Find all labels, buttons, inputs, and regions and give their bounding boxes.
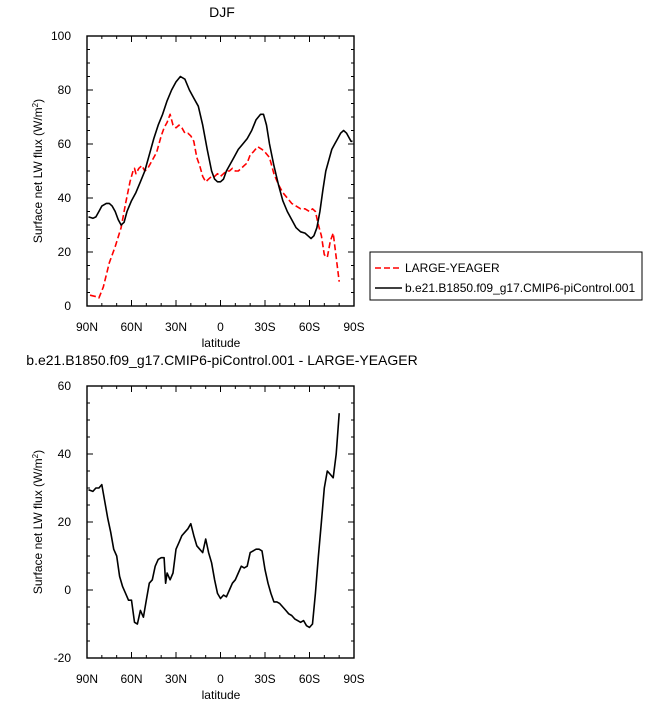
bottom-x-tick-label: 30N — [165, 672, 187, 686]
top-x-tick-label: 30S — [254, 320, 275, 334]
bottom-y-tick-label: 40 — [58, 447, 72, 461]
top-plot-frame — [86, 35, 355, 307]
bottom-y-axis-label: Surface net LW flux (W/m2) — [31, 450, 46, 594]
bottom-y-tick-label: -20 — [54, 651, 72, 665]
legend: LARGE-YEAGER b.e21.B1850.f09_g17.CMIP6-p… — [369, 251, 643, 301]
bottom-chart-title: b.e21.B1850.f09_g17.CMIP6-piControl.001 … — [26, 352, 417, 368]
bottom-series-group — [88, 413, 340, 629]
top-y-tick-label: 0 — [64, 299, 71, 313]
bottom-y-tick-label: 0 — [64, 583, 71, 597]
top-series-line-1 — [88, 75, 353, 240]
bottom-x-tick-label: 60N — [120, 672, 142, 686]
top-x-axis-label: latitude — [202, 336, 241, 350]
top-y-axis-label-main: Surface net LW flux (W/m — [31, 107, 45, 243]
legend-label-large-yeager: LARGE-YEAGER — [405, 261, 500, 275]
top-y-axis-label-close: ) — [31, 99, 45, 103]
top-x-tick-label: 60S — [299, 320, 320, 334]
top-chart-title: DJF — [209, 4, 235, 20]
top-axis-ticks: 90N 60N 30N 0 30S 60S 90S 0 20 40 60 80 100 — [51, 29, 365, 334]
legend-box — [369, 251, 643, 301]
bottom-x-tick-label: 30S — [254, 672, 275, 686]
top-series-line-0 — [89, 113, 340, 299]
bottom-x-axis-label: latitude — [202, 688, 241, 702]
bottom-y-tick-label: 60 — [58, 379, 72, 393]
top-x-tick-label: 30N — [165, 320, 187, 334]
bottom-y-axis-label-close: ) — [31, 450, 45, 454]
top-series-group — [88, 75, 353, 299]
bottom-axis-ticks: 90N 60N 30N 0 30S 60S 90S -20 0 20 40 60 — [54, 379, 365, 686]
top-y-tick-label: 20 — [58, 245, 72, 259]
bottom-chart-panel: b.e21.B1850.f09_g17.CMIP6-piControl.001 … — [26, 352, 417, 702]
top-chart-panel: DJF 90N 60N 30N 0 30S 60S 90S 0 20 40 60 80 100 lati… — [31, 4, 365, 350]
top-y-tick-label: 100 — [51, 29, 71, 43]
top-y-axis-label-sup: 2 — [31, 102, 40, 107]
bottom-plot-frame — [86, 385, 355, 659]
top-y-tick-label: 60 — [58, 137, 72, 151]
bottom-x-tick-label: 90S — [343, 672, 364, 686]
bottom-y-axis-label-main: Surface net LW flux (W/m — [31, 458, 45, 594]
top-x-tick-label: 60N — [120, 320, 142, 334]
top-x-tick-label: 90S — [343, 320, 364, 334]
legend-label-piControl: b.e21.B1850.f09_g17.CMIP6-piControl.001 — [405, 281, 635, 295]
bottom-x-tick-label: 0 — [217, 672, 224, 686]
top-x-tick-label: 0 — [217, 320, 224, 334]
top-y-tick-label: 80 — [58, 83, 72, 97]
top-y-tick-label: 40 — [58, 191, 72, 205]
bottom-series-line-0 — [88, 413, 340, 629]
top-x-tick-label: 90N — [76, 320, 98, 334]
top-y-axis-label: Surface net LW flux (W/m2) — [31, 99, 46, 243]
bottom-y-axis-label-sup: 2 — [31, 453, 40, 458]
bottom-x-tick-label: 90N — [76, 672, 98, 686]
bottom-y-tick-label: 20 — [58, 515, 72, 529]
bottom-x-tick-label: 60S — [299, 672, 320, 686]
